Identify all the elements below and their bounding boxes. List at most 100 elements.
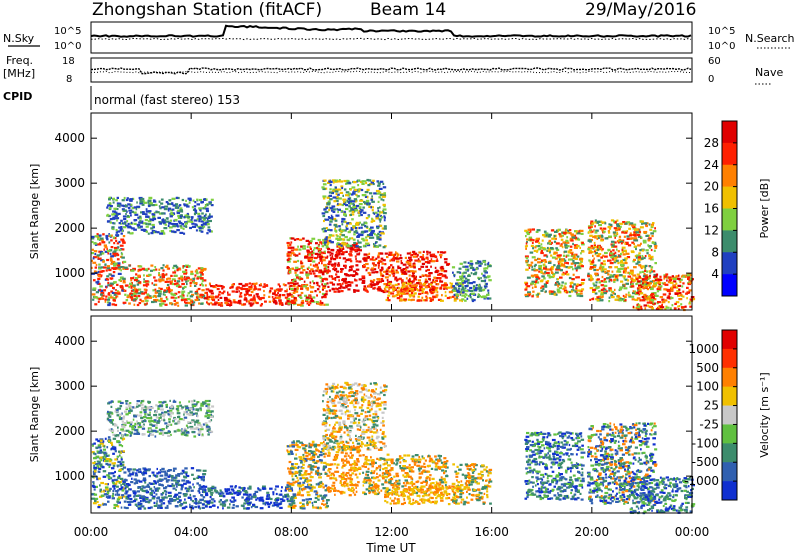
power-cell (182, 287, 184, 290)
power-cell (651, 224, 654, 227)
power-cell (604, 251, 608, 255)
power-cell (202, 279, 207, 282)
power-cell (647, 244, 650, 247)
power-cell (464, 285, 469, 288)
power-cell (147, 201, 150, 204)
power-cell (342, 278, 346, 281)
power-cell (286, 294, 290, 297)
power-cell (590, 225, 593, 228)
power-cell (136, 205, 141, 208)
power-cell (411, 294, 415, 297)
velocity-cell (246, 493, 249, 496)
power-cell (318, 285, 321, 288)
velocity-cell (147, 501, 151, 504)
power-cell (545, 265, 547, 268)
velocity-cell (229, 492, 234, 495)
power-cell (581, 288, 585, 291)
power-cell (525, 231, 529, 234)
power-cell (426, 268, 430, 272)
velocity-cell (145, 489, 148, 492)
velocity-cell (159, 471, 162, 474)
power-cell (294, 269, 299, 272)
power-cell (413, 264, 416, 267)
power-cell (307, 267, 309, 270)
velocity-cell (161, 478, 164, 481)
power-cell (154, 230, 157, 233)
power-cell (336, 288, 339, 291)
power-cell (641, 278, 646, 281)
velocity-cell (247, 503, 251, 506)
power-cell (215, 295, 219, 298)
power-cell (548, 233, 552, 236)
power-cell (450, 286, 454, 289)
power-cell (316, 283, 319, 287)
power-cell (101, 241, 106, 244)
power-cell (170, 209, 173, 212)
power-cell (535, 269, 539, 272)
power-cell (524, 293, 528, 296)
power-cell (550, 247, 554, 250)
power-cell (344, 281, 348, 285)
power-cell (329, 281, 334, 284)
velocity-cell (168, 502, 172, 505)
power-cell (535, 250, 539, 253)
power-cell (350, 193, 354, 196)
velocity-cell (177, 501, 180, 504)
power-cell (108, 249, 113, 252)
power-cell (472, 268, 476, 271)
power-cell (627, 266, 630, 269)
power-cell (343, 220, 346, 223)
power-cell (394, 257, 398, 260)
power-cell (248, 287, 252, 291)
power-cell (669, 307, 672, 310)
power-cell (467, 289, 471, 292)
power-cell (663, 288, 667, 291)
power-cell (289, 284, 293, 287)
power-cell (421, 256, 425, 259)
power-cell (616, 294, 620, 298)
power-cell (253, 287, 258, 290)
power-cell (581, 241, 584, 244)
power-cell (480, 289, 485, 292)
velocity-cell (156, 475, 159, 478)
power-cell (174, 296, 178, 300)
velocity-cell (244, 498, 249, 501)
power-cell (329, 188, 332, 191)
velocity-cell (210, 487, 215, 490)
power-cell (145, 222, 148, 225)
power-cell (599, 246, 603, 249)
power-cell (588, 225, 592, 228)
power-cell (260, 303, 263, 306)
power-cell (126, 197, 129, 200)
velocity-cell (133, 500, 137, 503)
velocity-cell (190, 489, 193, 492)
power-cell (378, 287, 382, 291)
power-cell (127, 296, 129, 299)
power-cell (356, 195, 359, 198)
power-cell (170, 296, 175, 299)
power-cell (384, 276, 389, 279)
velocity-cell (262, 485, 266, 488)
power-cell (391, 253, 395, 256)
power-cell (405, 277, 408, 280)
velocity-cell (135, 494, 139, 497)
power-cell (366, 201, 369, 204)
power-cell (202, 218, 206, 222)
power-cell (194, 274, 197, 277)
power-cell (282, 283, 286, 286)
velocity-cell (111, 479, 115, 482)
power-cell (245, 292, 249, 296)
power-cell (642, 241, 647, 244)
power-cell (208, 303, 210, 306)
velocity-cell (117, 460, 122, 463)
power-cell (624, 268, 627, 271)
power-cell (342, 282, 344, 285)
power-cell (355, 245, 359, 248)
power-cell (173, 219, 176, 222)
power-cell (379, 218, 382, 221)
power-cell (613, 278, 616, 281)
velocity-cell (164, 496, 166, 499)
power-cell (381, 279, 385, 282)
power-cell (619, 222, 623, 225)
power-cell (91, 240, 94, 244)
